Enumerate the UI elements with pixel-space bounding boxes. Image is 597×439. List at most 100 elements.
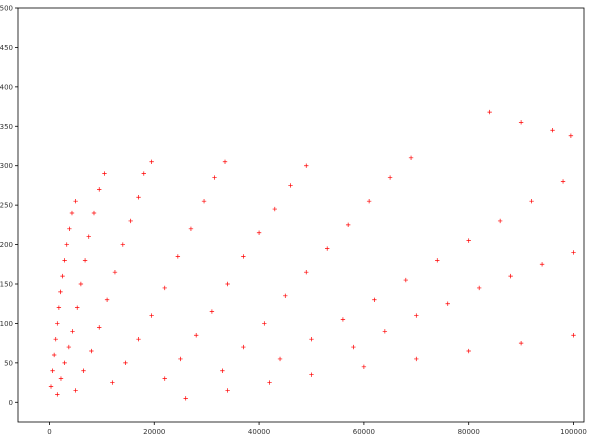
- data-point: [62, 360, 67, 366]
- x-tick-label: 20000: [143, 428, 165, 436]
- data-point: [136, 337, 141, 342]
- data-point: [162, 376, 167, 381]
- data-point: [222, 159, 228, 164]
- data-point: [178, 356, 183, 362]
- y-tick-label: 100: [0, 320, 13, 328]
- data-point: [361, 364, 367, 369]
- data-point: [508, 273, 513, 279]
- x-axis-ticks: 0 20000 40000 60000 80000 100000: [47, 422, 587, 436]
- data-point: [55, 321, 60, 326]
- data-point: [550, 128, 555, 133]
- axes: [17, 7, 585, 423]
- data-point: [183, 396, 188, 401]
- y-tick-label: 150: [0, 281, 13, 289]
- data-point: [466, 348, 471, 354]
- data-point: [571, 333, 576, 338]
- x-tick-label: 0: [47, 428, 51, 436]
- data-point: [53, 337, 58, 342]
- data-point: [73, 199, 78, 204]
- data-point: [51, 352, 57, 358]
- y-tick-label: 500: [0, 5, 13, 13]
- data-point: [86, 234, 91, 239]
- data-point: [78, 281, 84, 287]
- data-point: [529, 199, 534, 204]
- data-point: [104, 297, 110, 302]
- data-point: [304, 163, 309, 168]
- data-point: [128, 218, 133, 224]
- data-point: [288, 183, 293, 188]
- data-point: [66, 344, 72, 350]
- data-point: [372, 297, 377, 302]
- data-point: [67, 226, 72, 231]
- data-point: [466, 238, 471, 243]
- data-point: [277, 356, 283, 362]
- y-tick-label: 200: [0, 241, 13, 249]
- data-point: [414, 313, 419, 318]
- data-point: [91, 210, 97, 216]
- data-point: [225, 388, 230, 393]
- data-point: [241, 344, 246, 350]
- data-point: [56, 305, 62, 310]
- y-tick-label: 300: [0, 162, 13, 170]
- y-tick-label: 350: [0, 123, 13, 131]
- data-point: [256, 230, 262, 235]
- data-point: [120, 242, 126, 247]
- data-point: [141, 171, 146, 176]
- data-point: [149, 159, 154, 164]
- data-point: [193, 333, 199, 338]
- data-point: [136, 195, 141, 200]
- data-point: [351, 344, 356, 350]
- data-point: [304, 269, 309, 275]
- y-tick-label: 50: [4, 359, 13, 367]
- data-point: [408, 155, 414, 161]
- data-point: [70, 329, 75, 334]
- plot-frame: [17, 7, 585, 423]
- data-point: [188, 226, 194, 231]
- y-tick-label: 250: [0, 202, 13, 210]
- data-point: [81, 368, 86, 373]
- data-point: [162, 285, 167, 291]
- data-point: [50, 368, 55, 373]
- data-point: [110, 380, 115, 385]
- data-point: [387, 175, 393, 180]
- data-point: [340, 317, 346, 322]
- data-point: [435, 258, 440, 263]
- data-point: [64, 242, 69, 247]
- data-point: [97, 325, 102, 330]
- data-point: [225, 281, 230, 287]
- data-point: [518, 340, 524, 346]
- data-point: [149, 313, 154, 318]
- x-tick-label: 100000: [560, 428, 587, 436]
- data-point: [414, 356, 419, 362]
- data-point: [345, 222, 351, 228]
- data-point: [201, 199, 207, 204]
- data-point: [97, 187, 102, 192]
- data-point: [325, 246, 330, 251]
- x-tick-label: 60000: [353, 428, 375, 436]
- data-point: [241, 254, 246, 259]
- data-points: [48, 109, 576, 401]
- data-point: [102, 171, 107, 176]
- data-point: [55, 392, 60, 397]
- y-tick-label: 450: [0, 44, 13, 52]
- x-tick-label: 40000: [248, 428, 270, 436]
- data-point: [262, 321, 267, 326]
- data-point: [309, 372, 314, 377]
- data-point: [58, 376, 64, 381]
- data-point: [175, 254, 181, 259]
- data-point: [69, 210, 75, 216]
- data-point: [560, 179, 566, 184]
- data-point: [62, 258, 67, 263]
- x-tick-label: 80000: [458, 428, 480, 436]
- y-tick-label: 400: [0, 83, 13, 91]
- data-point: [209, 309, 215, 314]
- data-point: [220, 368, 225, 373]
- data-point: [73, 388, 78, 393]
- data-point: [497, 218, 503, 224]
- data-point: [487, 109, 492, 115]
- data-point: [82, 258, 88, 263]
- data-point: [309, 337, 314, 342]
- data-point: [571, 250, 576, 255]
